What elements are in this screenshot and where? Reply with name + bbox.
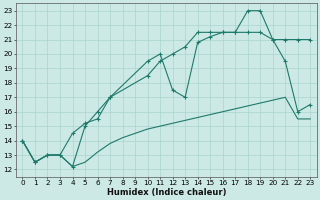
X-axis label: Humidex (Indice chaleur): Humidex (Indice chaleur) <box>107 188 226 197</box>
